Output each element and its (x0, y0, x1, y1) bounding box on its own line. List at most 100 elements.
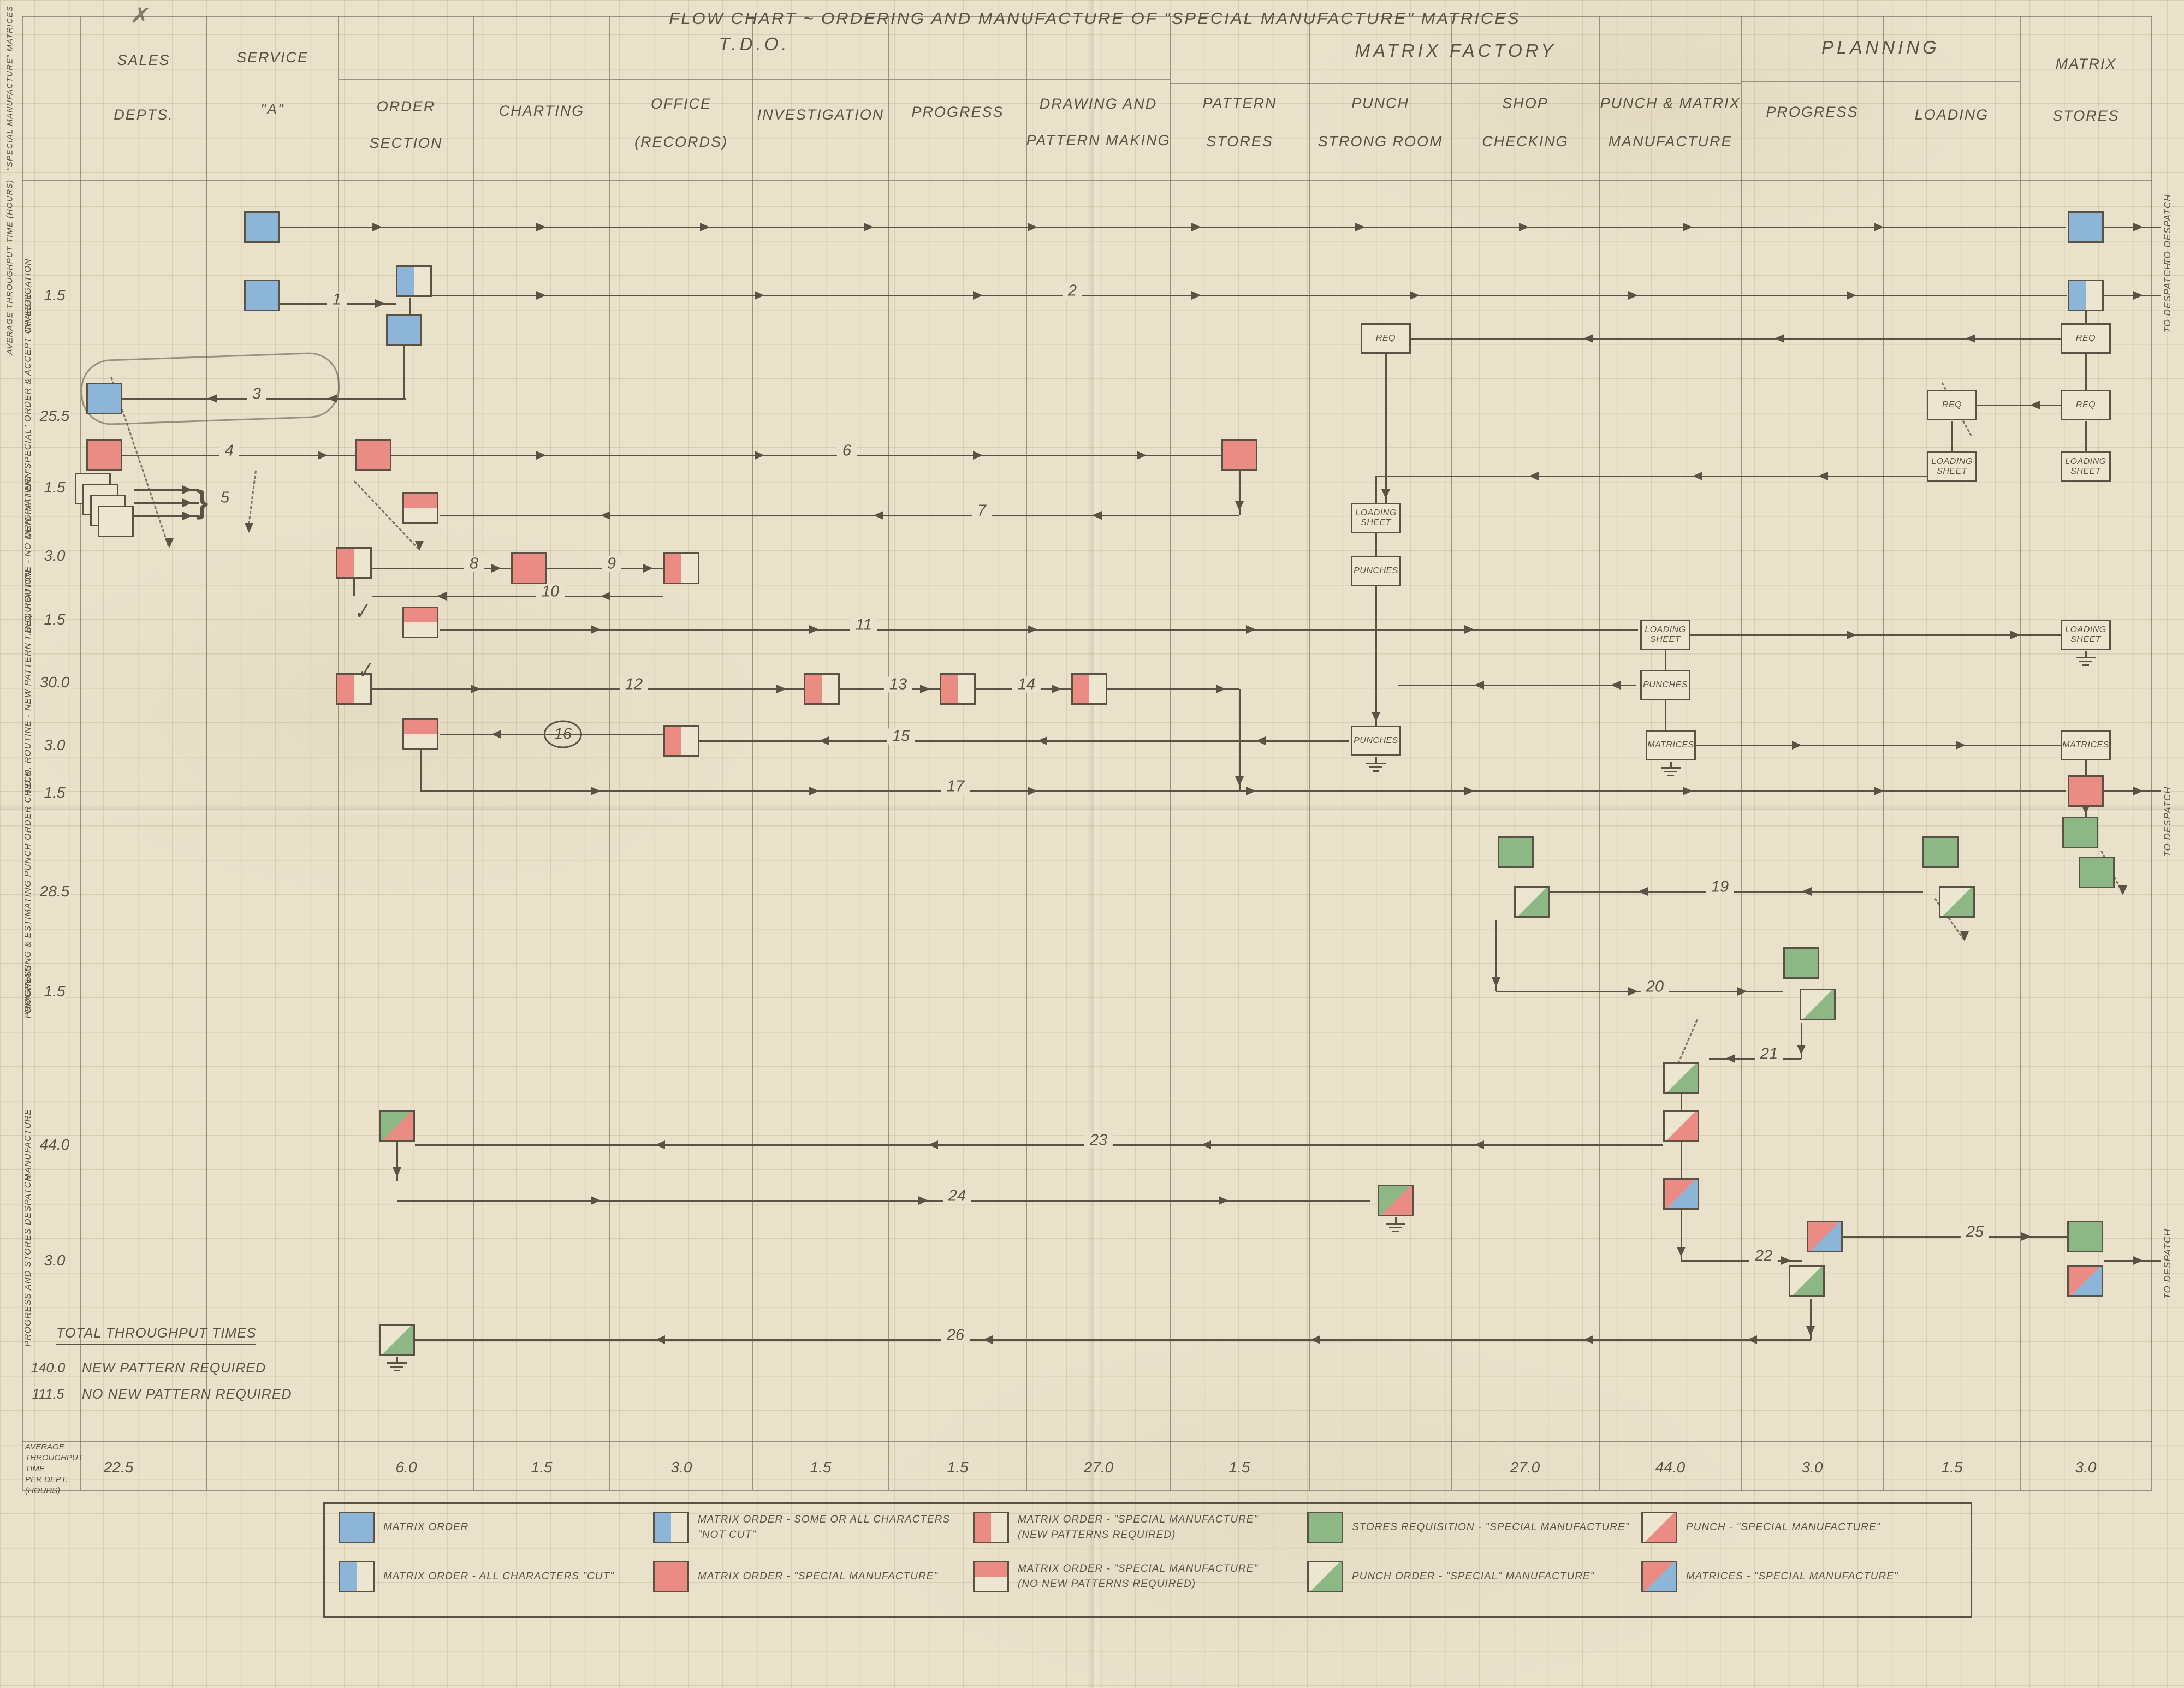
flow-arrow (1092, 511, 1102, 520)
grid-vline (1599, 16, 1600, 1490)
column-header-5: INVESTIGATION (757, 106, 885, 123)
node-blue (244, 211, 280, 243)
node-green-diag (379, 1324, 415, 1356)
flow-line (1681, 1142, 1682, 1178)
dept-time: 27.0 (1510, 1459, 1540, 1476)
legend-label: "NOT CUT" (698, 1529, 756, 1541)
ground-bar (2076, 657, 2096, 658)
pencil-dash (247, 470, 257, 530)
side-axis-label: AVERAGE THROUGHPUT TIME (HOURS) - "SPECI… (5, 5, 15, 355)
flow-arrow (1583, 334, 1593, 343)
column-header-3: CHARTING (498, 103, 585, 119)
flow-arrow (1246, 787, 1256, 795)
flow-line (372, 688, 804, 690)
node-blue (244, 280, 280, 311)
flow-arrow (2081, 805, 2090, 815)
flow-number-17: 17 (941, 778, 970, 795)
dept-time: 1.5 (531, 1459, 553, 1476)
ground-bar (390, 1366, 403, 1368)
flow-arrow (1874, 787, 1884, 795)
flow-number-15: 15 (886, 728, 916, 745)
flow-arrow (601, 592, 610, 601)
flow-number-23: 23 (1084, 1132, 1113, 1149)
flow-arrow (1628, 291, 1638, 300)
grid-vline (1741, 16, 1742, 1490)
flow-line (1690, 634, 2061, 636)
flow-line (432, 295, 2067, 296)
flow-arrow (182, 498, 192, 507)
flow-arrow (1583, 1335, 1593, 1344)
column-header-2: SECTION (369, 135, 443, 151)
flow-arrow (1037, 736, 1047, 745)
legend-label: MATRIX ORDER (383, 1521, 469, 1533)
scribble-mark: ✗ (129, 1, 152, 30)
flow-arrow (1677, 1247, 1686, 1257)
flow-arrow (1693, 472, 1702, 480)
node-red-diag (1663, 1110, 1699, 1142)
legend-swatch-green (1307, 1512, 1343, 1543)
flow-arrow (1216, 685, 1226, 693)
flow-number-9: 9 (601, 556, 622, 572)
ground-bar (1392, 1231, 1399, 1232)
node-green (1783, 947, 1819, 979)
flow-number-16: 16 (543, 720, 583, 748)
flow-number-20: 20 (1640, 979, 1670, 995)
legend-label: MATRIX ORDER - "SPECIAL MANUFACTURE" (1018, 1514, 1259, 1525)
flow-arrow (809, 787, 819, 795)
dept-time: 44.0 (1655, 1459, 1686, 1476)
dept-time-axis-label: (HOURS) (25, 1486, 61, 1495)
legend-swatch-blue-split (339, 1561, 375, 1592)
flow-arrow (776, 685, 786, 693)
total-value: 111.5 (32, 1387, 64, 1402)
flow-line (397, 1200, 1370, 1202)
flow-arrow (755, 291, 764, 300)
grid-vline (338, 16, 339, 1490)
ground-bar (1366, 763, 1386, 764)
flow-arrow (1310, 1335, 1320, 1344)
flow-arrow (1028, 625, 1037, 634)
flow-line (1843, 1236, 2067, 1238)
flow-arrow (1818, 472, 1828, 480)
node-green (1922, 836, 1959, 868)
column-header-8: PATTERN (1202, 95, 1277, 111)
grid-vline (1451, 16, 1452, 1490)
flow-line (2085, 311, 2087, 323)
flow-arrow (182, 485, 192, 494)
node-green (2067, 1221, 2103, 1252)
flow-number-10: 10 (536, 584, 565, 600)
ground-bar (1667, 775, 1674, 776)
paper-fold-horizontal (0, 805, 2184, 816)
chart-title: FLOW CHART ~ ORDERING AND MANUFACTURE OF… (669, 9, 1521, 28)
section-title: MATRIX FACTORY (1355, 40, 1557, 61)
flow-arrow (1966, 334, 1975, 343)
flow-number-21: 21 (1754, 1046, 1784, 1062)
column-header-11: MANUFACTURE (1608, 133, 1732, 150)
flow-line (420, 750, 422, 791)
flow-arrow (643, 564, 653, 573)
grid-vline (888, 16, 889, 1490)
flow-arrow (918, 1196, 928, 1205)
grid-vline (609, 16, 610, 1490)
ground-stub (1395, 1217, 1397, 1223)
flow-arrow (591, 625, 601, 634)
flow-arrow (437, 592, 447, 601)
column-header-11: PUNCH & MATRIX (1600, 95, 1741, 111)
flow-number-13: 13 (883, 676, 913, 693)
column-header-14: STORES (2052, 108, 2120, 124)
node-red-split (804, 673, 840, 705)
flow-line (353, 579, 355, 596)
legend-swatch-green-diag (1307, 1561, 1343, 1592)
flow-arrow (318, 451, 328, 460)
grid-vline (22, 16, 23, 1490)
node-green-red (379, 1110, 415, 1142)
side-time: 1.5 (44, 611, 66, 628)
node-blue (386, 314, 422, 346)
flow-arrow (1191, 223, 1201, 231)
flow-arrow (983, 1335, 993, 1344)
flow-line (2104, 227, 2161, 228)
side-time: 3.0 (44, 1252, 66, 1269)
flow-line (1239, 689, 1241, 791)
flow-line (134, 489, 199, 491)
flow-line (1681, 1260, 1802, 1262)
flow-number-14: 14 (1012, 676, 1041, 693)
